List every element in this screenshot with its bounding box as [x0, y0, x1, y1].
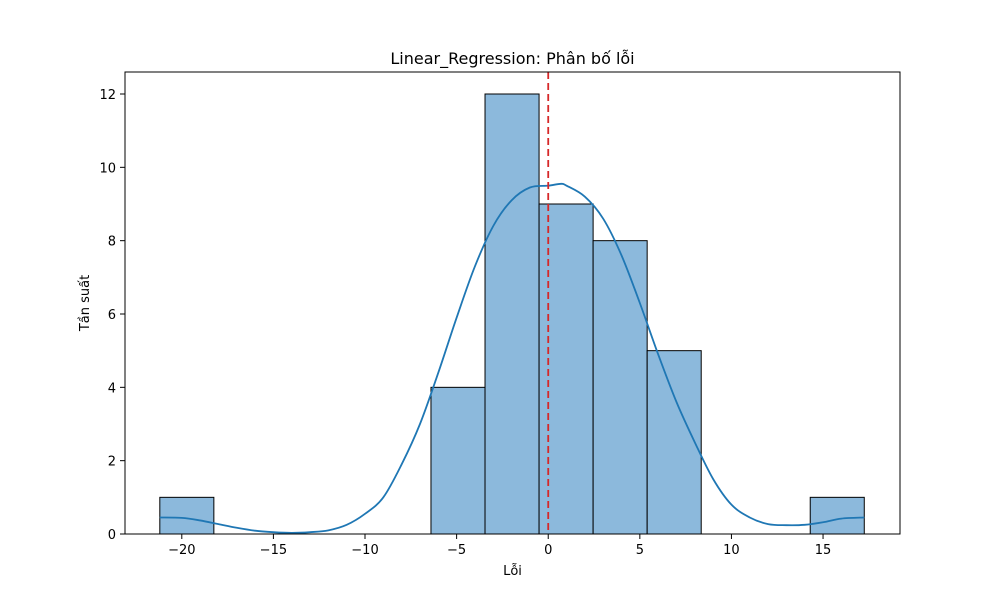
y-tick-label: 8 [108, 235, 116, 250]
plot-frame [124, 71, 901, 535]
x-tick-label: −15 [260, 543, 287, 558]
y-tick-label: 2 [108, 455, 116, 470]
histogram-bar [484, 93, 540, 535]
x-tick-label: 0 [544, 543, 552, 558]
x-tick-label: 5 [636, 543, 644, 558]
y-tick-label: 0 [108, 528, 116, 543]
y-tick-label: 6 [108, 308, 116, 323]
histogram-bar [538, 203, 594, 535]
histogram-bar [809, 496, 865, 535]
x-tick-label: −5 [447, 543, 466, 558]
kde-curve [159, 182, 865, 534]
histogram-bar [646, 350, 702, 535]
histogram-bar [430, 386, 486, 535]
plot-area: −20 −15 −10 −5 0 5 10 15 0 2 4 6 8 10 12 [99, 71, 901, 558]
x-tick-label: 10 [723, 543, 740, 558]
y-tick-label: 4 [108, 381, 116, 396]
x-tick-label: 15 [815, 543, 832, 558]
chart-title: Linear_Regression: Phân bố lỗi [390, 49, 634, 69]
x-axis-label: Lỗi [503, 564, 522, 579]
y-axis-label: Tần suất [78, 275, 93, 332]
y-tick-label: 10 [99, 161, 116, 176]
y-tick-label: 12 [99, 88, 116, 103]
x-tick-label: −10 [351, 543, 378, 558]
x-tick-label: −20 [168, 543, 195, 558]
histogram-bar [592, 240, 648, 535]
histogram-bar [159, 496, 215, 535]
